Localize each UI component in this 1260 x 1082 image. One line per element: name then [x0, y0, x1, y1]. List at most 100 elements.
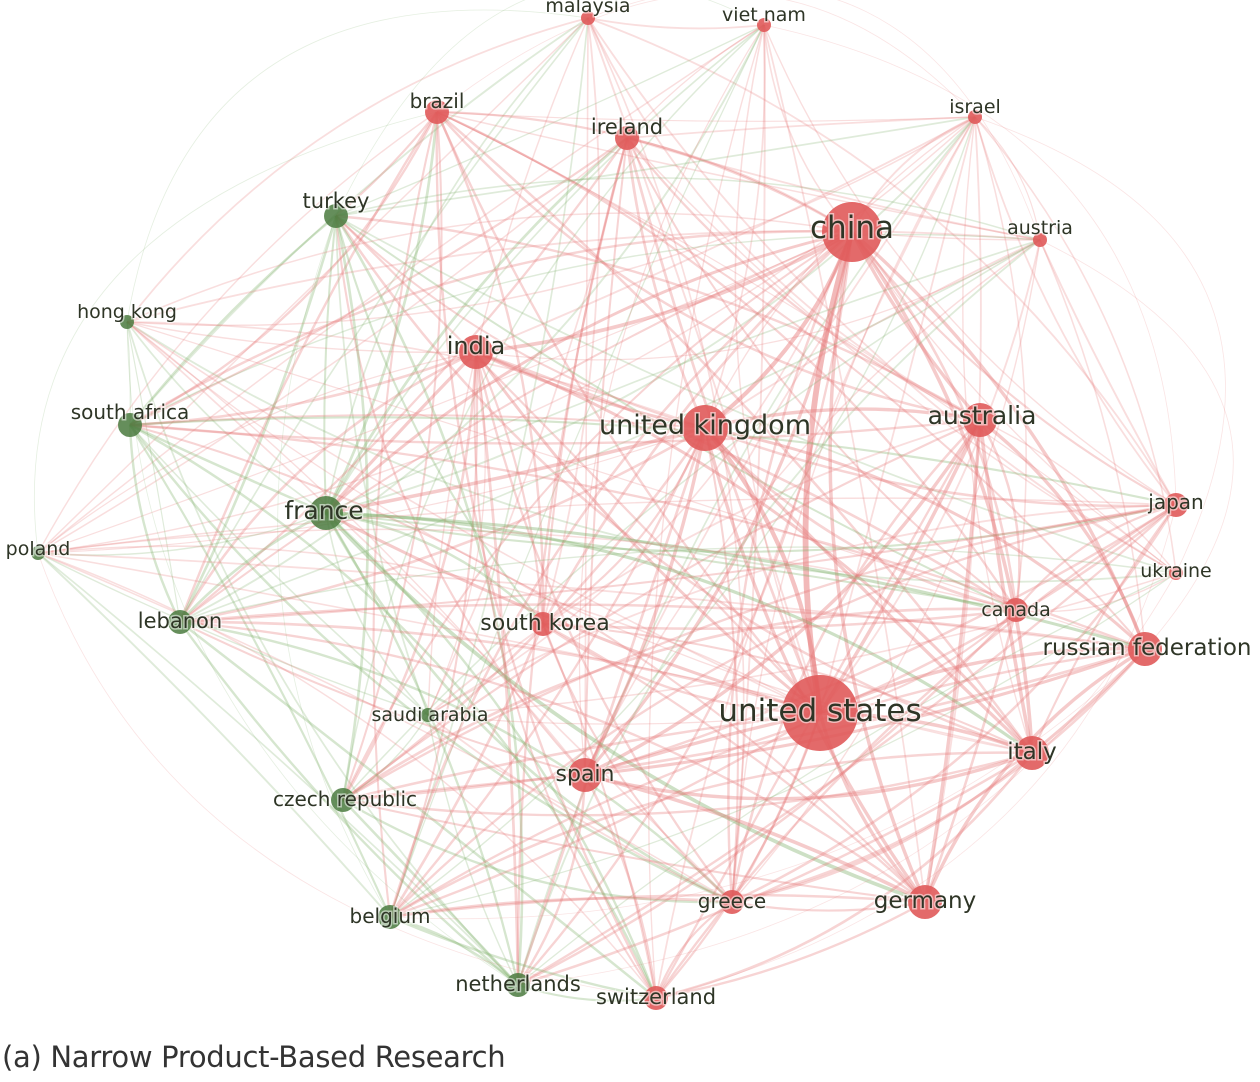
network-edge — [427, 351, 486, 716]
node-south-korea — [531, 612, 555, 636]
label-netherlands: netherlands — [455, 972, 581, 996]
network-edge — [517, 231, 854, 986]
network-nodes — [31, 11, 1188, 1010]
network-edge — [126, 116, 976, 327]
network-edge — [325, 17, 589, 514]
network-edge — [626, 137, 981, 422]
network-edge — [342, 503, 1177, 802]
network-edge — [731, 504, 1178, 904]
label-czech-republic: czech republic — [273, 787, 417, 811]
network-edge — [389, 116, 976, 918]
node-russian-federation — [1128, 632, 1162, 666]
node-turkey — [324, 204, 348, 228]
network-edge — [335, 215, 429, 716]
network-edge — [727, 231, 854, 903]
node-spain — [568, 758, 602, 792]
network-edge — [37, 552, 657, 999]
network-edge — [37, 528, 1017, 611]
network-edge — [851, 231, 1177, 574]
node-germany — [908, 885, 942, 919]
label-malaysia: malaysia — [545, 0, 630, 17]
network-edge — [763, 24, 1177, 506]
network-edge — [34, 111, 438, 554]
network-edge — [389, 751, 1033, 919]
network-edge — [335, 111, 438, 217]
network-edge — [325, 426, 706, 515]
network-edge — [389, 503, 1177, 918]
node-brazil — [425, 100, 449, 124]
network-edge — [37, 497, 1177, 554]
node-japan — [1164, 493, 1188, 517]
label-austria: austria — [1007, 217, 1073, 239]
network-edge — [126, 229, 1041, 323]
network-edge — [389, 427, 707, 918]
network-edge — [129, 414, 706, 429]
network-edge — [436, 110, 1017, 611]
network-edge — [37, 552, 1146, 650]
network-edge — [704, 427, 1017, 612]
network-edge — [129, 137, 628, 426]
label-india: india — [447, 332, 506, 360]
network-edge — [703, 426, 1034, 755]
network-edge — [389, 915, 657, 1000]
network-edge — [1031, 504, 1177, 754]
network-edge — [37, 17, 589, 554]
network-edge — [655, 116, 976, 999]
node-lebanon — [168, 610, 192, 634]
label-south-africa: south africa — [71, 400, 190, 424]
network-edge — [427, 419, 981, 716]
node-ireland — [615, 126, 639, 150]
network-edge — [126, 321, 1146, 650]
network-edge — [126, 17, 589, 323]
network-edge — [475, 350, 1034, 754]
network-edge — [335, 215, 821, 714]
network-edge — [850, 230, 1034, 754]
network-edge — [819, 239, 1041, 714]
network-edge — [475, 351, 545, 625]
network-edge — [923, 419, 982, 903]
network-edge — [427, 137, 628, 716]
network-edge — [342, 239, 1041, 801]
network-edge — [436, 0, 976, 118]
network-edge — [542, 427, 707, 625]
node-switzerland — [644, 986, 668, 1010]
network-edge — [129, 350, 477, 427]
network-edge — [436, 110, 853, 233]
network-edge — [974, 116, 1027, 611]
network-edge — [583, 774, 658, 999]
network-edge — [802, 231, 855, 714]
network-edge — [335, 116, 976, 217]
network-edge — [475, 350, 1017, 612]
network-edge — [655, 752, 1034, 1000]
label-france: france — [284, 496, 363, 525]
network-edge — [129, 416, 1177, 507]
network-edge — [851, 231, 1177, 506]
network-edge — [655, 503, 1177, 999]
network-edge — [335, 215, 1017, 611]
label-belgium: belgium — [350, 904, 431, 928]
network-edge — [324, 136, 628, 514]
label-viet-nam: viet nam — [722, 4, 806, 26]
network-edge — [541, 231, 853, 625]
network-edge — [475, 239, 1041, 361]
network-edge — [828, 231, 927, 903]
network-edge — [819, 116, 976, 714]
node-china — [822, 202, 882, 262]
network-edge — [818, 419, 982, 714]
network-edge — [389, 351, 479, 918]
network-edge — [704, 116, 976, 429]
node-israel — [968, 110, 982, 124]
network-edge — [342, 751, 1033, 817]
network-edge — [731, 24, 766, 903]
network-edge — [325, 511, 1033, 755]
network-edge — [436, 111, 1177, 574]
node-viet-nam — [757, 18, 771, 32]
network-edge — [126, 321, 821, 714]
network-edge — [126, 321, 1033, 754]
network-edge — [517, 504, 1177, 987]
network-edge — [126, 321, 733, 903]
network-edge — [974, 116, 1177, 506]
label-turkey: turkey — [303, 189, 370, 213]
node-south-africa — [118, 413, 142, 437]
network-edge — [325, 512, 429, 716]
